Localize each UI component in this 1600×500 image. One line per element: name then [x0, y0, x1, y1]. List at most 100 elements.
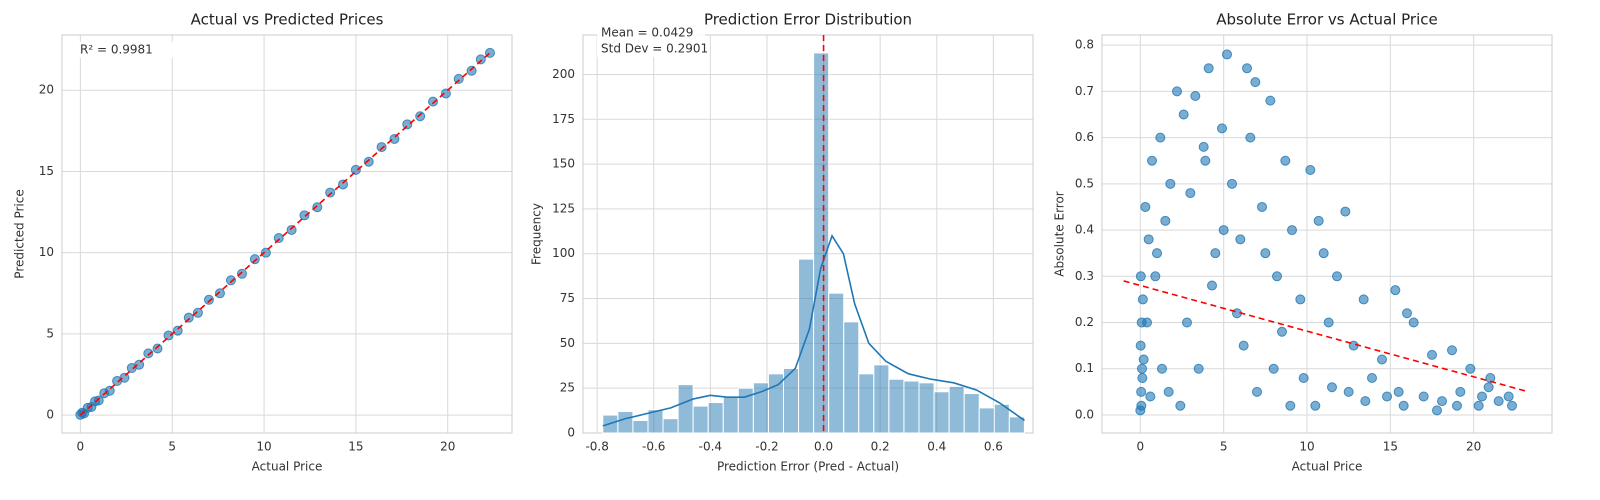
point: [93, 395, 104, 406]
histogram-bar: [677, 384, 694, 434]
x-axis-label: Actual Price: [252, 460, 323, 474]
point: [1485, 372, 1496, 383]
y-tick-label: 25: [560, 381, 575, 395]
x-tick-label: 0.0: [814, 440, 833, 454]
y-tick-label: 125: [552, 201, 575, 215]
point: [1483, 382, 1494, 393]
point: [1277, 326, 1287, 337]
point: [1140, 201, 1151, 212]
point: [1227, 178, 1237, 189]
trend-line: [79, 52, 491, 416]
histogram-bar: [888, 378, 905, 434]
point: [1313, 215, 1324, 226]
point: [1343, 386, 1354, 397]
point: [1455, 386, 1466, 397]
x-tick-label: 10: [256, 440, 271, 454]
point: [1137, 363, 1147, 374]
annotation: R² = 0.9981: [80, 43, 153, 57]
point: [214, 288, 225, 299]
histogram-bar: [707, 402, 724, 434]
point: [237, 268, 247, 279]
point: [1367, 372, 1377, 383]
y-axis-label: Absolute Error: [1053, 191, 1067, 277]
y-tick-label: 15: [39, 164, 54, 178]
y-tick-label: 0.3: [1075, 269, 1094, 283]
chart-title: Actual vs Predicted Prices: [191, 11, 384, 29]
point: [1182, 317, 1192, 328]
point: [440, 88, 451, 99]
y-tick-label: 0.1: [1075, 361, 1094, 375]
point: [1163, 386, 1174, 397]
annotation: Std Dev = 0.2901: [601, 42, 708, 56]
histogram-bar: [828, 292, 845, 434]
annotation-box: [597, 41, 705, 57]
histogram-bar: [662, 418, 679, 434]
point: [1242, 63, 1252, 74]
y-tick-label: 150: [552, 157, 575, 171]
histogram-bar: [843, 321, 860, 434]
point: [286, 224, 297, 235]
point: [1245, 132, 1256, 143]
point: [1305, 164, 1316, 175]
point: [1265, 95, 1276, 106]
histogram-bar: [813, 52, 830, 434]
point: [1340, 206, 1351, 217]
x-tick-label: 0: [1137, 440, 1145, 454]
histogram-bar: [798, 258, 815, 434]
point: [192, 307, 203, 318]
axes-frame: [1101, 34, 1553, 434]
point: [1137, 372, 1148, 383]
point: [1377, 354, 1387, 365]
y-tick-label: 0.7: [1075, 84, 1094, 98]
point: [1203, 63, 1214, 74]
y-tick-label: 75: [560, 291, 575, 305]
y-tick-label: 0.8: [1075, 38, 1094, 52]
point: [376, 142, 387, 153]
point: [1217, 123, 1227, 134]
histogram-bar: [617, 410, 634, 434]
point: [1493, 396, 1504, 407]
point: [1250, 77, 1261, 88]
point: [1147, 155, 1157, 166]
point: [325, 187, 336, 198]
y-axis-label: Predicted Price: [13, 189, 27, 278]
annotation: Mean = 0.0429: [601, 26, 693, 40]
point: [1327, 382, 1337, 393]
point: [1382, 391, 1392, 402]
kde-line: [602, 233, 1025, 427]
point: [1452, 400, 1462, 411]
annotation-box: [76, 42, 184, 58]
histogram-bar: [948, 385, 965, 434]
point: [163, 330, 174, 341]
histogram-bar: [963, 393, 980, 434]
trend-line: [1123, 280, 1529, 393]
y-tick-label: 0.5: [1075, 176, 1094, 190]
point: [1427, 349, 1437, 360]
histogram-bar: [1008, 416, 1025, 434]
point: [1447, 345, 1457, 356]
point: [1143, 234, 1154, 245]
y-tick-label: 175: [552, 112, 575, 126]
histogram-bar: [978, 407, 995, 434]
y-tick-label: 0.4: [1075, 223, 1094, 237]
point: [1408, 317, 1419, 328]
point: [203, 294, 214, 305]
point: [225, 275, 236, 286]
point: [350, 164, 361, 175]
point: [1160, 215, 1171, 226]
y-tick-label: 0.6: [1075, 130, 1094, 144]
x-axis-label: Actual Price: [1292, 460, 1363, 474]
y-tick-label: 20: [39, 83, 54, 97]
point: [466, 65, 477, 76]
point: [1137, 294, 1148, 305]
point: [273, 233, 284, 244]
point: [1178, 109, 1189, 120]
point: [1193, 363, 1204, 374]
y-tick-label: 100: [552, 246, 575, 260]
point: [1210, 248, 1221, 259]
point: [134, 359, 145, 370]
point: [1142, 317, 1152, 328]
x-tick-label: 10: [1299, 440, 1314, 454]
x-tick-label: 15: [348, 440, 363, 454]
point: [1287, 225, 1297, 236]
